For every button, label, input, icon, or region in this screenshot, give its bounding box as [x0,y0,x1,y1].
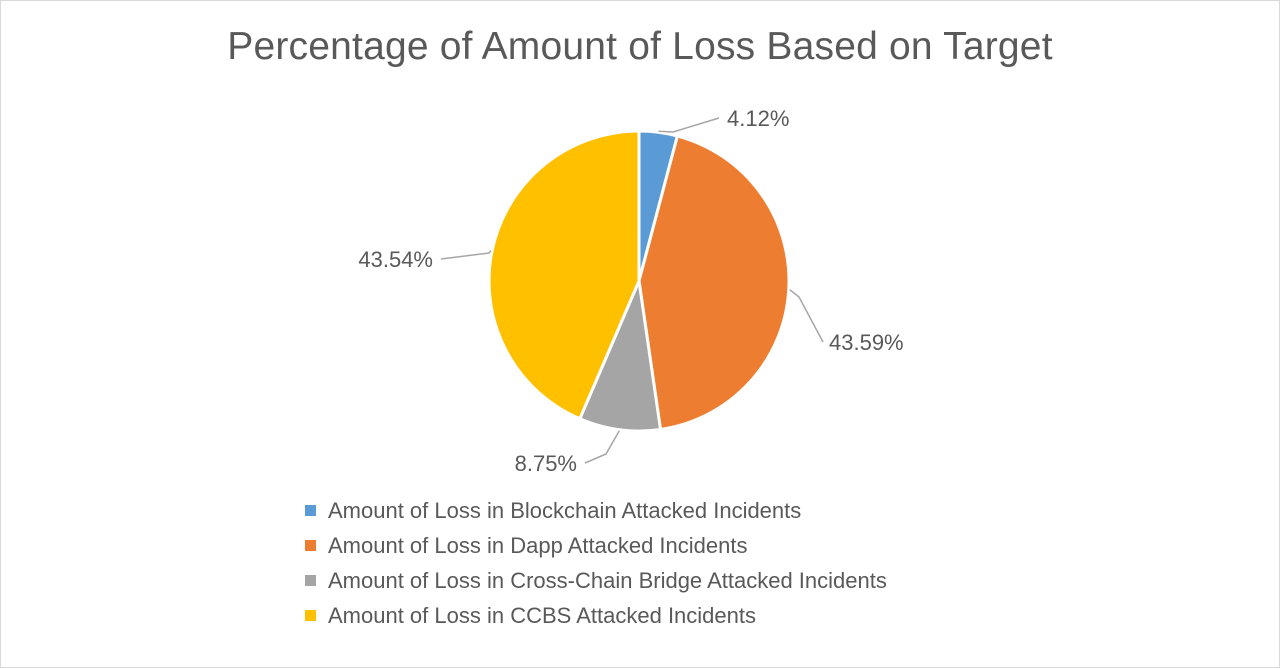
data-labels: 4.12% 43.59% 8.75% 43.54% [358,106,903,476]
leader-lines [440,117,824,464]
data-label-1: 4.12% [727,106,789,131]
leader-line-1 [658,117,720,133]
chart-title: Percentage of Amount of Loss Based on Ta… [227,25,1053,68]
leader-line-3 [584,430,620,464]
leader-line-4 [440,250,492,260]
legend-item-3: Amount of Loss in Cross-Chain Bridge Att… [305,563,887,598]
legend-label: Amount of Loss in Blockchain Attacked In… [328,497,802,523]
leader-line-2 [789,289,824,343]
legend: Amount of Loss in Blockchain Attacked In… [305,493,887,633]
data-label-2: 43.59% [829,330,904,355]
legend-swatch [305,575,316,586]
legend-swatch [305,540,316,551]
legend-swatch [305,610,316,621]
legend-label: Amount of Loss in CCBS Attacked Incident… [328,602,757,628]
data-label-3: 8.75% [515,451,577,476]
legend-label: Amount of Loss in Cross-Chain Bridge Att… [328,567,887,593]
legend-item-2: Amount of Loss in Dapp Attacked Incident… [305,528,887,563]
legend-item-4: Amount of Loss in CCBS Attacked Incident… [305,598,887,633]
pie-slice-4 [487,129,641,421]
pie-slice-3 [578,279,663,433]
legend-item-1: Amount of Loss in Blockchain Attacked In… [305,493,887,528]
legend-label: Amount of Loss in Dapp Attacked Incident… [328,532,748,558]
data-label-4: 43.54% [358,247,433,272]
pie-slice-2 [637,134,791,431]
legend-swatch [305,505,316,516]
pie-slices [487,129,791,433]
